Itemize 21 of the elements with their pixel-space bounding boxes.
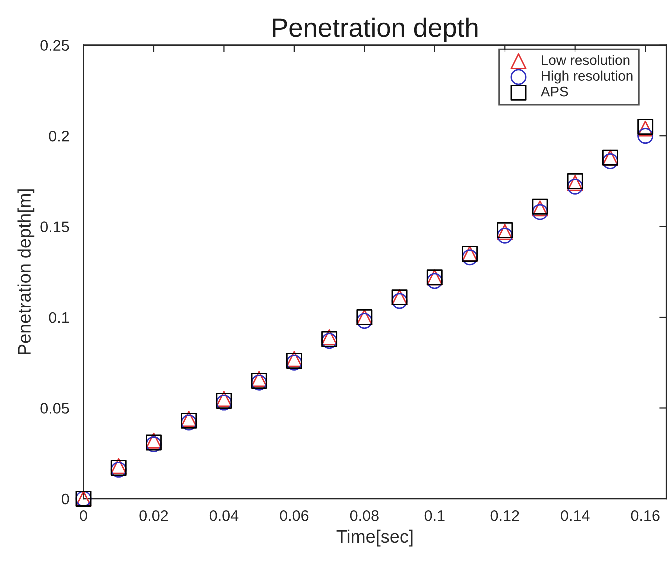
y-tick-label: 0.25: [40, 40, 70, 52]
y-tick-label: 0.1: [49, 312, 70, 324]
y-tick-label: 0.15: [40, 222, 70, 232]
x-tick-label: 0.16: [631, 510, 660, 522]
x-tick-label: 0.12: [490, 510, 520, 522]
chart-title: Penetration depth: [273, 18, 478, 42]
x-tick-label: 0: [80, 510, 88, 522]
x-axis-title: Time[sec]: [336, 530, 413, 547]
x-tick-label: 0.08: [350, 510, 379, 522]
y-axis-title: Penetration depth[m]: [18, 190, 35, 354]
y-tick-label: 0: [62, 494, 70, 505]
x-tick-label: 0.14: [561, 510, 590, 522]
x-tick-label: 0.1: [424, 510, 445, 522]
y-tick-label: 0.05: [40, 403, 70, 414]
x-tick-label: 0.06: [280, 510, 309, 522]
y-tick-label: 0.2: [49, 130, 70, 142]
legend-label: High resolution: [542, 70, 633, 84]
x-tick-label: 0.04: [210, 510, 239, 522]
legend-label: Low resolution: [542, 55, 630, 66]
legend-label: APS: [541, 86, 568, 97]
x-tick-label: 0.02: [140, 510, 168, 522]
